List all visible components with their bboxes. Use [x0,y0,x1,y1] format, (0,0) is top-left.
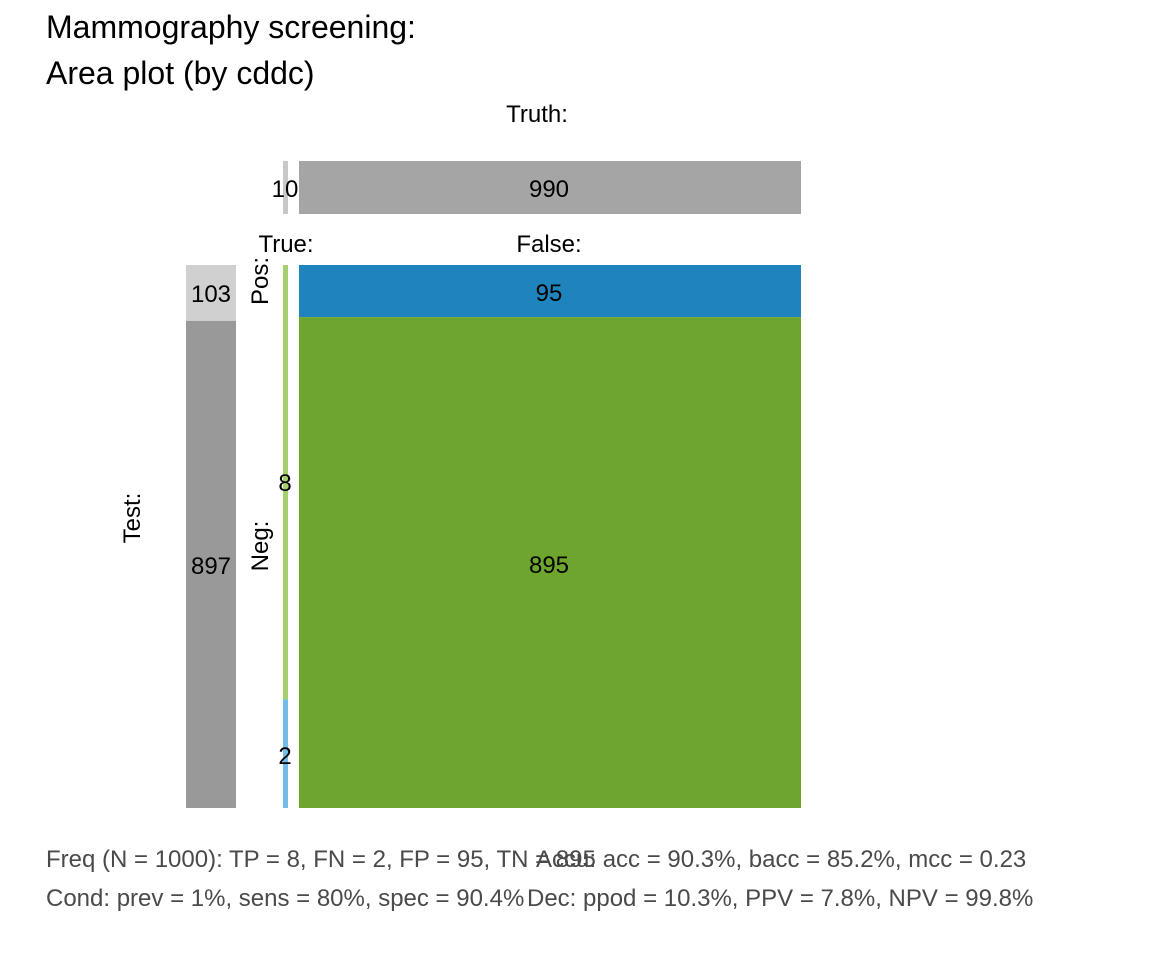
dec-neg-label: Neg: [247,521,274,572]
chart-title: Mammography screening: [46,9,416,45]
dec-pos-label: Pos: [247,257,274,305]
cell-mi-value: 2 [278,743,291,770]
dec-neg-bar [186,320,236,808]
cell-cr-value: 895 [529,552,569,579]
cell-hi-value: 8 [278,470,291,497]
cond-true-value: 10 [272,176,299,203]
footnote-cond: Cond: prev = 1%, sens = 80%, spec = 90.4… [46,885,524,912]
cell-cr-true-negative [299,317,801,808]
test-label: Test: [119,493,146,544]
footnote-accu: Accu: acc = 90.3%, bacc = 85.2%, mcc = 0… [536,846,1026,873]
footnote-freq: Freq (N = 1000): TP = 8, FN = 2, FP = 95… [46,846,596,873]
cell-fa-value: 95 [536,280,563,307]
footnote-dec: Dec: ppod = 10.3%, PPV = 7.8%, NPV = 99.… [527,885,1033,912]
cond-true-bar [283,161,288,214]
cond-false-bar [299,161,801,214]
cell-hi-true-positive [283,265,288,700]
cond-false-label: False: [516,231,581,258]
cell-mi-false-negative [283,699,288,808]
cond-true-label: True: [258,231,313,258]
dec-pos-value: 103 [191,281,231,308]
dec-pos-bar [186,265,236,321]
cell-fa-false-positive [299,265,801,318]
dec-neg-value: 897 [191,553,231,580]
cond-false-value: 990 [529,176,569,203]
truth-label: Truth: [506,101,568,128]
chart-subtitle: Area plot (by cddc) [46,55,315,91]
